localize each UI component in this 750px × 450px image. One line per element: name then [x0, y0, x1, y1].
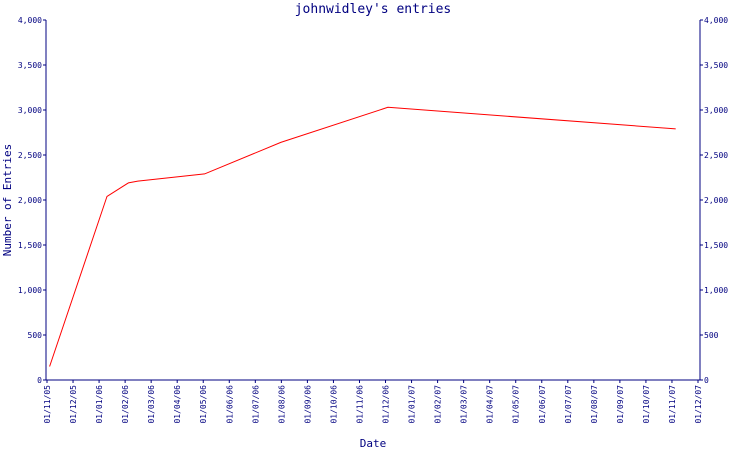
y-tick-label-right: 0 — [704, 376, 709, 385]
x-tick-label: 01/03/07 — [460, 385, 469, 424]
x-tick-label: 01/12/05 — [69, 385, 78, 424]
x-tick-label: 01/06/06 — [225, 385, 234, 424]
x-tick-label: 01/11/06 — [355, 385, 364, 424]
x-tick-label: 01/03/06 — [147, 385, 156, 424]
x-tick-label: 01/09/07 — [616, 385, 625, 424]
x-tick-label: 01/12/06 — [382, 385, 391, 424]
x-tick-label: 01/04/06 — [173, 385, 182, 424]
x-tick-label: 01/09/06 — [303, 385, 312, 424]
y-tick-label: 500 — [28, 331, 43, 340]
x-tick-label: 01/02/06 — [121, 385, 130, 424]
y-tick-label-right: 2,500 — [704, 151, 728, 160]
y-tick-label-right: 1,000 — [704, 286, 728, 295]
y-tick-label: 2,500 — [18, 151, 42, 160]
x-axis-title: Date — [360, 437, 387, 450]
x-tick-label: 01/06/07 — [538, 385, 547, 424]
chart-title: johnwidley's entries — [295, 2, 452, 17]
x-tick-label: 01/01/07 — [408, 385, 417, 424]
x-tick-label: 01/08/06 — [277, 385, 286, 424]
y-tick-label-right: 1,500 — [704, 241, 728, 250]
entries-line — [49, 106, 676, 367]
x-tick-label: 01/12/07 — [694, 385, 703, 424]
x-ticks: 01/11/05 01/12/05 01/01/06 01/02/06 01/03/06… — [43, 380, 703, 424]
y-ticks: 0 0 500 500 1,000 1,000 1,500 1,500 2,000 2,000 2,… — [18, 16, 728, 385]
x-tick-label: 01/05/07 — [512, 385, 521, 424]
y-tick-label: 3,000 — [18, 106, 42, 115]
x-tick-label: 01/04/07 — [486, 385, 495, 424]
x-tick-label: 01/10/07 — [642, 385, 651, 424]
y-tick-label: 1,500 — [18, 241, 42, 250]
x-tick-label: 01/05/06 — [199, 385, 208, 424]
x-tick-label: 01/01/06 — [95, 385, 104, 424]
y-tick-label-right: 4,000 — [704, 16, 728, 25]
x-tick-label: 01/11/07 — [668, 385, 677, 424]
y-tick-label-right: 3,500 — [704, 61, 728, 70]
series-layer — [49, 106, 676, 367]
y-tick-label: 1,000 — [18, 286, 42, 295]
y-tick-label: 0 — [37, 376, 42, 385]
x-tick-label: 01/08/07 — [590, 385, 599, 424]
y-tick-label: 4,000 — [18, 16, 42, 25]
y-tick-label-right: 2,000 — [704, 196, 728, 205]
x-tick-label: 01/10/06 — [329, 385, 338, 424]
y-tick-label-right: 500 — [704, 331, 719, 340]
x-tick-label: 01/07/06 — [251, 385, 260, 424]
y-tick-label: 2,000 — [18, 196, 42, 205]
y-tick-label-right: 3,000 — [704, 106, 728, 115]
y-axis-title: Number of Entries — [1, 144, 14, 257]
x-tick-label: 01/07/07 — [564, 385, 573, 424]
y-tick-label: 3,500 — [18, 61, 42, 70]
x-tick-label: 01/02/07 — [434, 385, 443, 424]
x-tick-label: 01/11/05 — [43, 385, 52, 424]
